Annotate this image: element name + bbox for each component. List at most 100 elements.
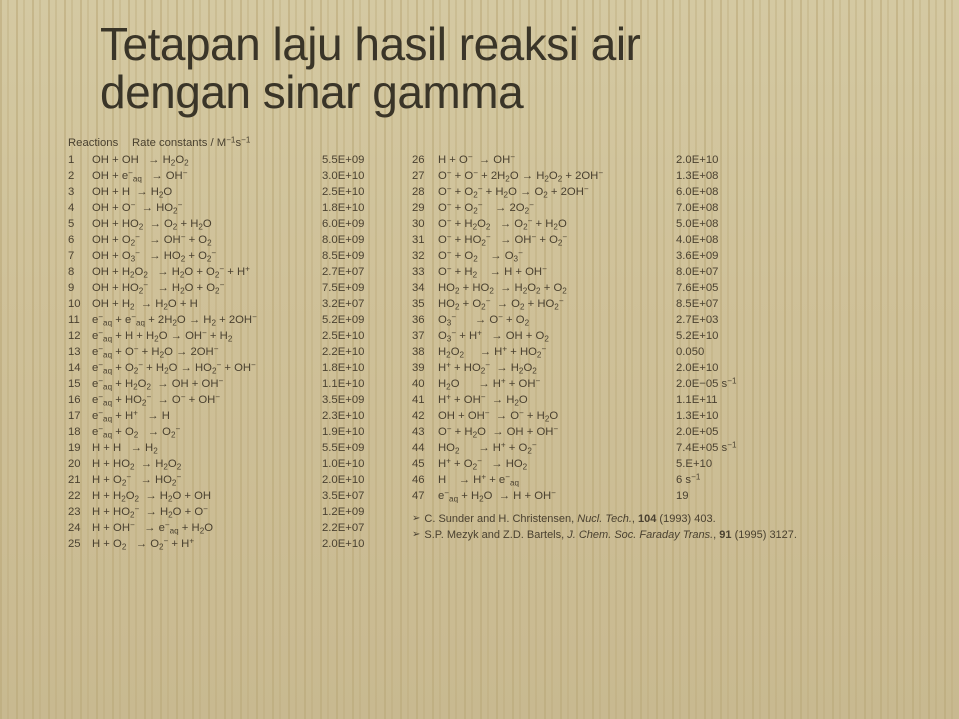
reaction-number: 31	[412, 232, 438, 248]
reaction-equation: e−aq + H+ → H	[92, 408, 322, 424]
reaction-number: 40	[412, 376, 438, 392]
rate-constant: 2.7E+07	[322, 264, 398, 280]
reaction-row: 34HO2 + HO2 → H2O2 + O27.6E+05	[412, 280, 797, 296]
reaction-number: 43	[412, 424, 438, 440]
reaction-row: 41H+ + OH− → H2O1.1E+11	[412, 392, 797, 408]
rate-constant: 6.0E+08	[676, 184, 768, 200]
rate-constant: 3.5E+09	[322, 392, 398, 408]
reaction-equation: O− + O2− + H2O → O2 + 2OH−	[438, 184, 676, 200]
reaction-equation: H + O− → OH−	[438, 152, 676, 168]
rate-constant: 8.0E+09	[322, 232, 398, 248]
reaction-equation: O− + O− + 2H2O → H2O2 + 2OH−	[438, 168, 676, 184]
reaction-equation: e−aq + O2 → O2−	[92, 424, 322, 440]
reaction-row: 46H → H+ + e−aq6 s−1	[412, 472, 797, 488]
rate-constant: 1.1E+10	[322, 376, 398, 392]
reaction-number: 25	[68, 536, 92, 552]
reference-item: ➢ S.P. Mezyk and Z.D. Bartels, J. Chem. S…	[412, 528, 797, 544]
reaction-number: 39	[412, 360, 438, 376]
reaction-number: 34	[412, 280, 438, 296]
rate-constant: 2.0E+10	[322, 536, 398, 552]
reaction-equation: O3− + H+ → OH + O2	[438, 328, 676, 344]
rate-constant: 5.0E+08	[676, 216, 768, 232]
reaction-row: 9OH + HO2− → H2O + O2−7.5E+09	[68, 280, 398, 296]
rate-constant: 7.6E+05	[676, 280, 768, 296]
reaction-number: 1	[68, 152, 92, 168]
rate-constant: 1.1E+11	[676, 392, 768, 408]
reaction-number: 35	[412, 296, 438, 312]
reaction-row: 42OH + OH− → O− + H2O1.3E+10	[412, 408, 797, 424]
header-row-spacer	[412, 135, 797, 151]
reaction-row: 15e−aq + H2O2 → OH + OH−1.1E+10	[68, 376, 398, 392]
reaction-row: 23H + HO2− → H2O + O−1.2E+09	[68, 504, 398, 520]
rate-constant: 3.6E+09	[676, 248, 768, 264]
reaction-row: 13e−aq + O− + H2O → 2OH−2.2E+10	[68, 344, 398, 360]
rate-constant: 2.2E+10	[322, 344, 398, 360]
reaction-row: 19H + H → H25.5E+09	[68, 440, 398, 456]
reaction-equation: O− + HO2− → OH− + O2−	[438, 232, 676, 248]
reaction-row: 30O− + H2O2 → O2− + H2O5.0E+08	[412, 216, 797, 232]
reaction-equation: HO2 + O2− → O2 + HO2−	[438, 296, 676, 312]
rate-constant: 2.2E+07	[322, 520, 398, 536]
reaction-number: 2	[68, 168, 92, 184]
reaction-equation: H + O2− → HO2−	[92, 472, 322, 488]
reaction-number: 37	[412, 328, 438, 344]
left-column: Reactions Rate constants / M−1s−1 1OH + …	[68, 135, 398, 553]
reaction-row: 43O− + H2O → OH + OH−2.0E+05	[412, 424, 797, 440]
reaction-number: 22	[68, 488, 92, 504]
reaction-number: 19	[68, 440, 92, 456]
reaction-row: 18e−aq + O2 → O2−1.9E+10	[68, 424, 398, 440]
reaction-number: 33	[412, 264, 438, 280]
reaction-number: 41	[412, 392, 438, 408]
rate-constant: 1.8E+10	[322, 200, 398, 216]
reaction-number: 21	[68, 472, 92, 488]
reaction-row: 16e−aq + HO2− → O− + OH−3.5E+09	[68, 392, 398, 408]
reaction-equation: OH + H → H2O	[92, 184, 322, 200]
reaction-row: 6OH + O2− → OH− + O28.0E+09	[68, 232, 398, 248]
reaction-equation: OH + O3− → HO2 + O2−	[92, 248, 322, 264]
reaction-equation: O− + H2 → H + OH−	[438, 264, 676, 280]
rate-constant: 6 s−1	[676, 472, 768, 488]
rate-constant: 8.5E+07	[676, 296, 768, 312]
rate-constant: 5.5E+09	[322, 152, 398, 168]
reference-text: S.P. Mezyk and Z.D. Bartels, J. Chem. So…	[424, 528, 797, 544]
reaction-equation: OH + HO2− → H2O + O2−	[92, 280, 322, 296]
reaction-row: 12e−aq + H + H2O → OH− + H22.5E+10	[68, 328, 398, 344]
rate-constant: 5.2E+10	[676, 328, 768, 344]
reaction-number: 17	[68, 408, 92, 424]
reaction-number: 9	[68, 280, 92, 296]
rate-constant: 2.0E+10	[676, 360, 768, 376]
reaction-row: 2OH + e−aq → OH−3.0E+10	[68, 168, 398, 184]
reaction-equation: H+ + HO2− → H2O2	[438, 360, 676, 376]
reaction-row: 7OH + O3− → HO2 + O2−8.5E+09	[68, 248, 398, 264]
reaction-number: 26	[412, 152, 438, 168]
rate-constant: 3.5E+07	[322, 488, 398, 504]
reactions-table: Reactions Rate constants / M−1s−1 1OH + …	[68, 135, 899, 553]
reaction-row: 27O− + O− + 2H2O → H2O2 + 2OH−1.3E+08	[412, 168, 797, 184]
reaction-equation: e−aq + e−aq + 2H2O → H2 + 2OH−	[92, 312, 322, 328]
reaction-number: 12	[68, 328, 92, 344]
column-spacer	[398, 135, 412, 553]
reaction-row: 5OH + HO2 → O2 + H2O6.0E+09	[68, 216, 398, 232]
header-rateconst: Rate constants / M−1s−1	[132, 135, 380, 151]
reaction-row: 24H + OH− → e−aq + H2O2.2E+07	[68, 520, 398, 536]
reaction-number: 7	[68, 248, 92, 264]
rate-constant: 2.0E+10	[676, 152, 768, 168]
rate-constant: 3.0E+10	[322, 168, 398, 184]
reaction-equation: O3− → O− + O2	[438, 312, 676, 328]
reaction-row: 21H + O2− → HO2−2.0E+10	[68, 472, 398, 488]
bullet-icon: ➢	[412, 528, 420, 542]
reaction-number: 15	[68, 376, 92, 392]
reaction-equation: OH + O2− → OH− + O2	[92, 232, 322, 248]
reaction-equation: OH + H2O2 → H2O + O2− + H+	[92, 264, 322, 280]
rate-constant: 2.3E+10	[322, 408, 398, 424]
references: ➢C. Sunder and H. Christensen, Nucl. Tec…	[412, 512, 797, 543]
reaction-number: 28	[412, 184, 438, 200]
rate-constant: 2.0E−05 s−1	[676, 376, 768, 392]
reaction-row: 8OH + H2O2 → H2O + O2− + H+2.7E+07	[68, 264, 398, 280]
rate-constant: 2.7E+03	[676, 312, 768, 328]
reaction-equation: H + H → H2	[92, 440, 322, 456]
reaction-number: 16	[68, 392, 92, 408]
reaction-number: 32	[412, 248, 438, 264]
rate-constant: 7.0E+08	[676, 200, 768, 216]
reaction-number: 45	[412, 456, 438, 472]
